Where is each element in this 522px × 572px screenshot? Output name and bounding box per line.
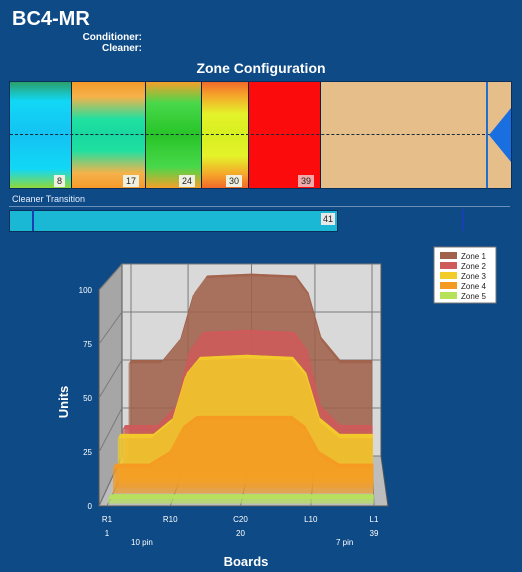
chart-y-tick-label: 0 xyxy=(88,502,93,511)
app-title: BC4-MR xyxy=(12,8,90,30)
chart-gridline-side xyxy=(98,407,123,453)
zone-5-block[interactable]: 39 xyxy=(249,82,321,188)
zone-1-marker: 8 xyxy=(53,175,65,187)
zone-4-block[interactable]: 30 xyxy=(202,82,249,188)
cleaner-transition-value: 41 xyxy=(321,213,336,225)
legend-label: Zone 3 xyxy=(461,272,486,281)
legend-swatch xyxy=(440,272,457,279)
legend-swatch xyxy=(440,292,457,299)
zone-3-marker: 24 xyxy=(178,175,195,187)
legend-swatch xyxy=(440,252,457,259)
chart-y-axis-title: Units xyxy=(56,386,71,419)
zone-2-block[interactable]: 17 xyxy=(72,82,146,188)
chart-y-tick-label: 25 xyxy=(83,448,92,457)
meta-labels: Conditioner: Cleaner: xyxy=(60,32,142,54)
foul-line xyxy=(10,134,495,135)
cleaner-transition-divider xyxy=(9,206,510,207)
chart-area-front xyxy=(113,420,374,494)
cleaner-transition-end-marker[interactable] xyxy=(462,209,464,231)
legend-label: Zone 1 xyxy=(461,252,486,261)
legend-swatch xyxy=(440,262,457,269)
chart-x-axis-title: Boards xyxy=(224,554,269,569)
conditioner-label: Conditioner: xyxy=(82,32,142,43)
pin-label-right: 7 pin xyxy=(336,538,353,547)
chart-area-top xyxy=(108,494,374,500)
zone-2-marker: 17 xyxy=(122,175,139,187)
pin-label-left: 10 pin xyxy=(131,538,153,547)
legend-label: Zone 4 xyxy=(461,282,486,291)
zone-1-block[interactable]: 8 xyxy=(10,82,72,188)
legend-label: Zone 2 xyxy=(461,262,486,271)
zone-5-marker: 39 xyxy=(297,175,314,187)
chart-x-board-number: 1 xyxy=(105,529,110,538)
zone-3-block[interactable]: 24 xyxy=(146,82,202,188)
chart-x-tick-label: R10 xyxy=(163,515,178,524)
lane-end xyxy=(486,82,511,188)
chart-x-tick-label: L10 xyxy=(304,515,318,524)
legend-swatch xyxy=(440,282,457,289)
cleaner-transition-start-marker[interactable] xyxy=(32,210,34,231)
chart-area-front xyxy=(108,499,374,504)
pin-deck-triangle-icon xyxy=(489,108,511,162)
cleaner-label: Cleaner: xyxy=(101,43,142,54)
chart-x-board-number: 39 xyxy=(370,529,379,538)
zone-units-3d-chart: 0 25 50 75 100 R1 R10 C20 L10 L1 1 20 39 Units Boar… xyxy=(56,246,497,569)
legend-label: Zone 5 xyxy=(461,292,486,301)
chart-gridline-side xyxy=(98,311,123,345)
chart-x-tick-label: C20 xyxy=(233,515,248,524)
zone-configuration-title: Zone Configuration xyxy=(196,60,326,76)
chart-y-tick-label: 75 xyxy=(83,340,92,349)
cleaner-transition-bar[interactable]: 41 xyxy=(9,209,510,232)
cleaner-transition-fill xyxy=(9,210,338,232)
zone-4-marker: 30 xyxy=(225,175,242,187)
chart-gridline-side xyxy=(98,359,123,399)
chart-series-zone-4 xyxy=(113,415,374,494)
cleaner-transition-label: Cleaner Transition xyxy=(12,194,86,204)
zone-configuration-bar[interactable]: 8 17 24 30 39 xyxy=(9,81,512,189)
chart-x-tick-label: R1 xyxy=(102,515,113,524)
chart-series-zone-5 xyxy=(108,494,374,504)
chart-y-tick-label: 50 xyxy=(83,394,92,403)
chart-x-board-number: 20 xyxy=(236,529,245,538)
chart-x-tick-label: L1 xyxy=(370,515,379,524)
chart-y-tick-label: 100 xyxy=(79,286,93,295)
chart-gridline-side xyxy=(98,263,123,291)
